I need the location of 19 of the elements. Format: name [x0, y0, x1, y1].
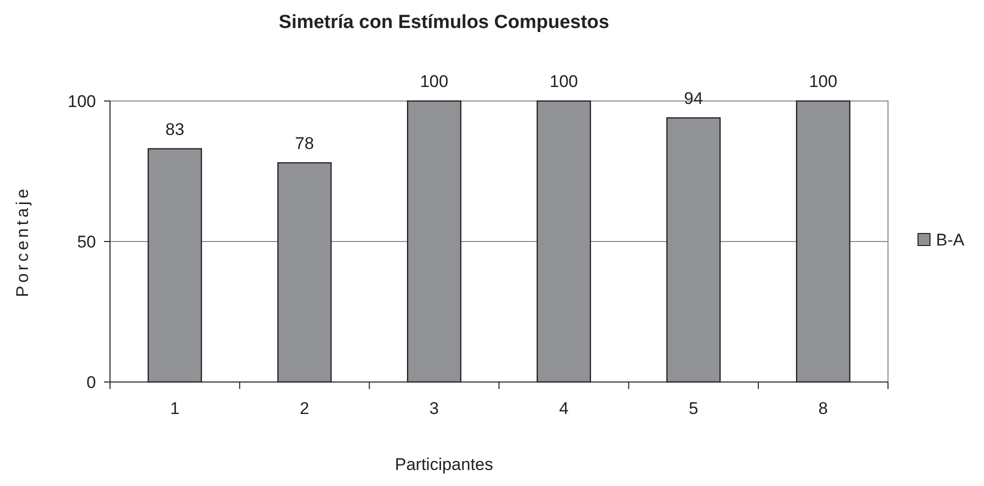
y-tick-label: 100	[68, 92, 96, 111]
data-label: 94	[684, 88, 703, 108]
data-label: 100	[808, 72, 838, 91]
legend-label: B-A	[936, 230, 965, 250]
x-axis-title: Participantes	[394, 455, 494, 474]
x-tick-label: 4	[559, 399, 569, 418]
data-label: 78	[295, 134, 314, 153]
data-label: 100	[550, 72, 578, 91]
y-axis-title: Porcentaje	[13, 186, 32, 298]
y-tick-label: 50	[77, 232, 96, 252]
y-tick-label: 0	[86, 373, 96, 392]
data-label: 100	[420, 72, 448, 91]
x-tick-label: 8	[818, 399, 828, 418]
x-tick-label: 2	[300, 399, 310, 418]
chart-title: Simetría con Estímulos Compuestos	[278, 12, 610, 33]
x-tick-label: 5	[688, 399, 698, 418]
x-tick-label: 1	[170, 399, 180, 418]
data-label: 83	[165, 120, 184, 139]
x-tick-label: 3	[429, 399, 439, 418]
